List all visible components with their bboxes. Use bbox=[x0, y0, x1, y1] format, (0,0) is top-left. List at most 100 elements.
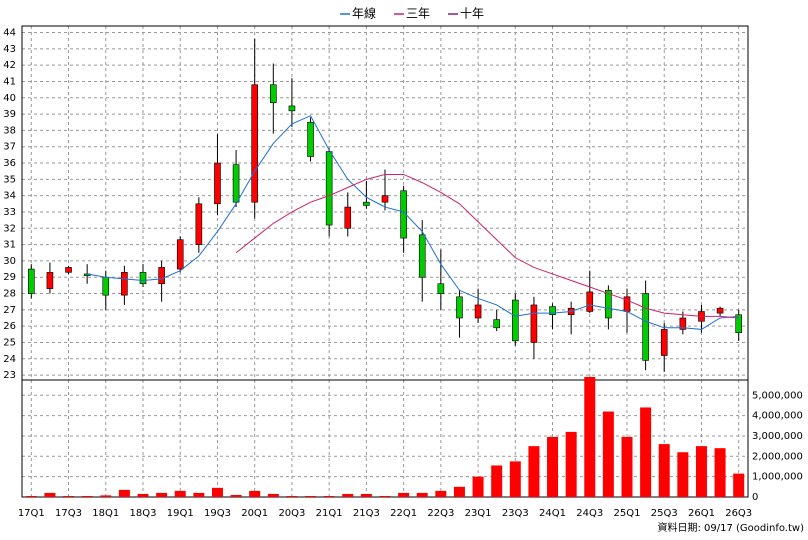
y-tick-label: 26 bbox=[3, 321, 16, 332]
y-tick-label: 39 bbox=[3, 109, 16, 120]
candle-body bbox=[251, 84, 258, 203]
y-tick-label: 29 bbox=[3, 272, 16, 283]
y-tick-label: 41 bbox=[3, 76, 16, 87]
volume-bar bbox=[118, 489, 130, 497]
legend-label: 三年 bbox=[406, 7, 430, 21]
volume-bar bbox=[379, 495, 391, 497]
y2-tick-label: 1,000,000 bbox=[752, 472, 803, 483]
candle-body bbox=[605, 289, 612, 319]
candle-body bbox=[232, 164, 240, 203]
volume-bar bbox=[305, 495, 317, 497]
candle-body bbox=[512, 299, 519, 342]
x-tick-label: 23Q3 bbox=[502, 508, 529, 519]
candle-body bbox=[102, 276, 110, 296]
y-tick-label: 31 bbox=[3, 240, 16, 251]
volume-bar bbox=[286, 495, 298, 497]
candle-body bbox=[307, 121, 314, 157]
y-tick-label: 43 bbox=[3, 44, 16, 55]
candle-body bbox=[65, 267, 72, 273]
volume-bar bbox=[453, 486, 465, 497]
x-tick-label: 20Q3 bbox=[278, 508, 305, 519]
x-tick-label: 17Q3 bbox=[55, 508, 82, 519]
volume-bar bbox=[100, 495, 112, 497]
candle-body bbox=[549, 306, 556, 316]
volume-bar bbox=[509, 461, 521, 497]
y-tick-label: 44 bbox=[3, 28, 16, 39]
candle-body bbox=[735, 314, 742, 333]
x-tick-label: 26Q1 bbox=[688, 508, 715, 519]
volume-bar bbox=[602, 411, 614, 497]
y-tick-label: 23 bbox=[3, 370, 16, 381]
volume-bar bbox=[323, 495, 335, 497]
volume-bar bbox=[249, 490, 261, 497]
volume-bar bbox=[156, 492, 168, 497]
y2-tick-label: 2,000,000 bbox=[752, 451, 803, 462]
y-tick-label: 25 bbox=[3, 337, 16, 348]
candle-body bbox=[176, 239, 184, 270]
x-tick-label: 26Q3 bbox=[725, 508, 752, 519]
volume-bar bbox=[677, 452, 689, 497]
candle-body bbox=[456, 296, 463, 319]
candle-body bbox=[325, 151, 333, 226]
candle-body bbox=[418, 234, 426, 278]
candle-body bbox=[46, 272, 54, 289]
x-tick-label: 24Q1 bbox=[539, 508, 566, 519]
candle-body bbox=[288, 105, 296, 112]
y-tick-label: 24 bbox=[3, 354, 16, 365]
volume-bar bbox=[193, 492, 205, 497]
candle-body bbox=[344, 206, 352, 229]
volume-bar bbox=[714, 448, 726, 497]
y-tick-label: 36 bbox=[3, 158, 16, 169]
x-tick-label: 18Q1 bbox=[92, 508, 119, 519]
candle-body bbox=[195, 203, 203, 245]
legend-label: 十年 bbox=[460, 7, 484, 21]
candle-body bbox=[474, 304, 482, 319]
x-tick-label: 21Q3 bbox=[353, 508, 380, 519]
candle-body bbox=[530, 304, 538, 343]
volume-bar bbox=[44, 492, 56, 497]
volume-bar bbox=[472, 476, 484, 497]
y-tick-label: 32 bbox=[3, 223, 16, 234]
candle-body bbox=[270, 84, 277, 103]
volume-bar bbox=[398, 492, 410, 497]
candle-body bbox=[642, 293, 649, 361]
candle-body bbox=[158, 267, 165, 285]
candle-body bbox=[716, 307, 724, 314]
y-tick-label: 30 bbox=[3, 256, 16, 267]
volume-bar bbox=[230, 494, 242, 497]
legend-label: 年線 bbox=[352, 6, 376, 21]
candle-body bbox=[121, 272, 128, 296]
volume-bar bbox=[174, 490, 186, 497]
volume-bar bbox=[63, 495, 75, 497]
candle-body bbox=[586, 291, 594, 312]
y2-tick-label: 0 bbox=[752, 492, 758, 503]
volume-bar bbox=[565, 431, 577, 497]
y-tick-label: 35 bbox=[3, 174, 16, 185]
x-tick-label: 23Q1 bbox=[465, 508, 492, 519]
y2-tick-label: 4,000,000 bbox=[752, 411, 803, 422]
candle-body bbox=[214, 162, 221, 205]
candle-body bbox=[437, 283, 445, 294]
volume-bar bbox=[416, 492, 428, 497]
x-tick-label: 20Q1 bbox=[241, 508, 268, 519]
volume-bar bbox=[267, 493, 279, 497]
volume-bar bbox=[360, 493, 372, 497]
volume-bar bbox=[25, 495, 37, 497]
y-tick-label: 38 bbox=[3, 125, 16, 136]
candle-body bbox=[679, 317, 687, 330]
y-tick-label: 33 bbox=[3, 207, 16, 218]
x-tick-label: 21Q1 bbox=[316, 508, 343, 519]
x-tick-label: 22Q1 bbox=[390, 508, 417, 519]
y2-tick-label: 3,000,000 bbox=[752, 431, 803, 442]
x-tick-label: 25Q1 bbox=[614, 508, 641, 519]
y2-tick-label: 5,000,000 bbox=[752, 390, 803, 401]
volume-bar bbox=[733, 473, 745, 497]
x-tick-label: 18Q3 bbox=[130, 508, 157, 519]
y-tick-label: 28 bbox=[3, 289, 16, 300]
y-tick-label: 37 bbox=[3, 142, 16, 153]
volume-bar bbox=[211, 487, 223, 497]
x-tick-label: 22Q3 bbox=[427, 508, 454, 519]
candle-body bbox=[28, 268, 35, 294]
ma-line bbox=[87, 115, 739, 330]
